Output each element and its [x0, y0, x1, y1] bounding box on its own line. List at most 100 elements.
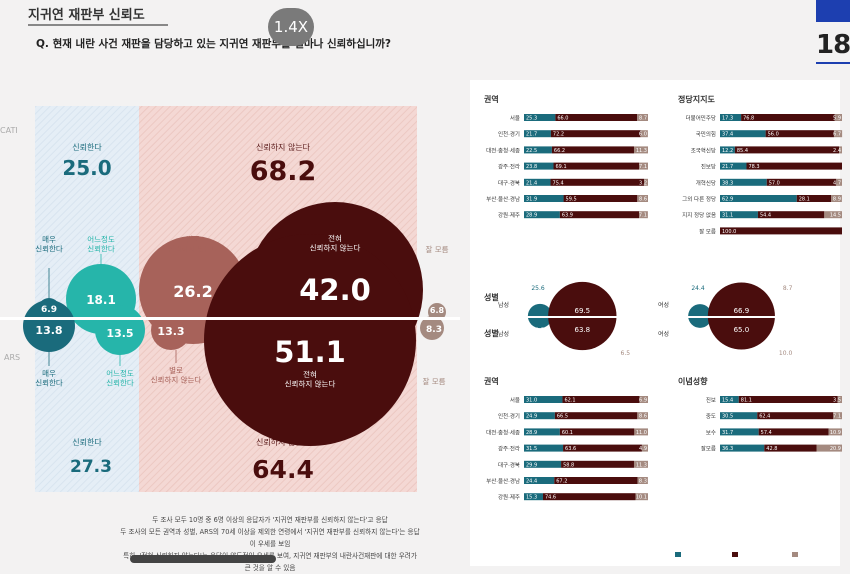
- bar-segment: [757, 412, 834, 420]
- category-label: 진보당: [701, 163, 716, 171]
- cati-trust-label: 신뢰한다: [72, 143, 102, 152]
- bar-value: 11.3: [636, 462, 647, 468]
- category-label: 잘모름: [701, 445, 716, 453]
- bar-segment: [637, 114, 648, 121]
- bar-value: 2.4: [833, 148, 841, 154]
- logo-mark: [816, 0, 850, 22]
- category-label: 대구·경북: [498, 461, 520, 469]
- gender-cati-distrust: 69.5: [575, 307, 591, 315]
- category-label: 광주·전라: [498, 163, 520, 171]
- bar-value: 7.1: [833, 414, 841, 420]
- bar-value: 29.9: [526, 462, 537, 468]
- ars-not-at-all-bubble: [204, 234, 416, 446]
- category-label: 개혁신당: [696, 179, 716, 187]
- bar-segment: [542, 493, 636, 501]
- bar-segment: [640, 130, 648, 138]
- bar-value: 21.4: [526, 180, 537, 186]
- cati-trust-value: 25.0: [62, 156, 111, 180]
- label-line: 매우: [42, 235, 56, 244]
- category-label: 인천·경기: [498, 130, 520, 138]
- bar-segment: [524, 493, 543, 501]
- horizontal-scrollbar[interactable]: [130, 555, 276, 563]
- bar-value: 31.7: [722, 430, 733, 436]
- gender-ars-distrust: 65.0: [734, 326, 750, 334]
- bar-segment: [550, 178, 645, 186]
- chart-title: 권역: [484, 376, 499, 386]
- bar-value: 25.3: [526, 116, 537, 122]
- label-line: 신뢰하지 않는다: [285, 379, 336, 389]
- footer-notes: 두 조사 모두 10명 중 6명 이상의 응답자가 '지귀연 재판부를 신뢰하지…: [120, 514, 420, 574]
- bar-segment: [720, 227, 842, 235]
- bar-segment: [746, 162, 842, 170]
- gender-cati-trust: 25.6: [531, 285, 545, 292]
- category-label: 잘 모름: [699, 227, 716, 235]
- bar-value: 6.0: [639, 132, 647, 138]
- bar-segment: [524, 428, 560, 436]
- bar-segment: [554, 412, 638, 420]
- bar-segment: [796, 195, 832, 202]
- bar-value: 31.1: [722, 213, 733, 219]
- ars-not-much-value: 13.3: [157, 325, 184, 338]
- bar-value: 76.8: [743, 116, 754, 122]
- bar-segment: [741, 114, 835, 121]
- bar-segment: [563, 195, 638, 202]
- bar-segment: [738, 396, 838, 403]
- bar-segment: [561, 460, 634, 468]
- bar-value: 62.1: [564, 398, 575, 404]
- category-label: 그외 다른 정당: [682, 195, 716, 203]
- bar-value: 69.1: [556, 164, 567, 170]
- gender-label: 여성: [658, 301, 669, 309]
- bar-value: 72.2: [553, 132, 564, 138]
- bar-segment: [816, 444, 842, 452]
- bar-segment: [720, 412, 758, 420]
- bar-value: 21.7: [722, 164, 733, 170]
- bar-value: 100.0: [722, 229, 736, 235]
- bar-segment: [635, 493, 648, 501]
- ars-method-label: ARS: [4, 353, 20, 362]
- category-label: 부산·울산·경남: [486, 195, 520, 203]
- bar-segment: [720, 396, 739, 403]
- bar-value: 24.4: [526, 479, 537, 485]
- bar-segment: [765, 130, 834, 138]
- label-line: 신뢰하지 않는다: [151, 375, 202, 385]
- category-label: 진보: [706, 396, 716, 404]
- bar-segment: [720, 114, 742, 121]
- bar-value: 37.4: [722, 132, 733, 138]
- bar-value: 6.7: [833, 132, 841, 138]
- bar-value: 85.4: [737, 148, 748, 154]
- gender-distrust-bubble: [707, 282, 775, 350]
- bar-value: 60.1: [562, 430, 573, 436]
- gender-cati-trust: 24.4: [691, 285, 705, 292]
- bar-value: 10.9: [830, 430, 841, 436]
- bar-segment: [757, 211, 825, 219]
- bar-segment: [834, 114, 842, 121]
- category-label: 더불어민주당: [686, 114, 716, 122]
- bar-segment: [824, 211, 842, 219]
- bar-value: 8.6: [639, 197, 647, 203]
- bar-segment: [831, 195, 842, 202]
- bar-segment: [554, 477, 638, 484]
- bar-value: 3.5: [833, 398, 841, 404]
- bar-segment: [524, 146, 552, 154]
- bar-segment: [634, 428, 648, 436]
- label-line: 신뢰한다: [35, 379, 63, 388]
- bar-segment: [758, 428, 829, 436]
- bar-segment: [766, 178, 837, 186]
- bar-value: 11.3: [636, 148, 647, 154]
- bar-value: 6.9: [639, 398, 647, 404]
- bar-value: 28.9: [526, 430, 537, 436]
- gender-cati-distrust: 66.9: [734, 307, 750, 315]
- label-line: 신뢰한다: [35, 245, 63, 254]
- label-line: 잘 모름: [425, 245, 448, 254]
- gender-label: 여성: [658, 330, 669, 338]
- bar-segment: [524, 396, 563, 403]
- bar-segment: [720, 146, 735, 154]
- bar-segment: [837, 396, 842, 403]
- cati-dk-value: 6.8: [430, 306, 445, 315]
- zoom-indicator[interactable]: 1.4X: [268, 8, 314, 46]
- cati-distrust-label: 신뢰하지 않는다: [256, 142, 311, 152]
- bar-segment: [833, 130, 843, 138]
